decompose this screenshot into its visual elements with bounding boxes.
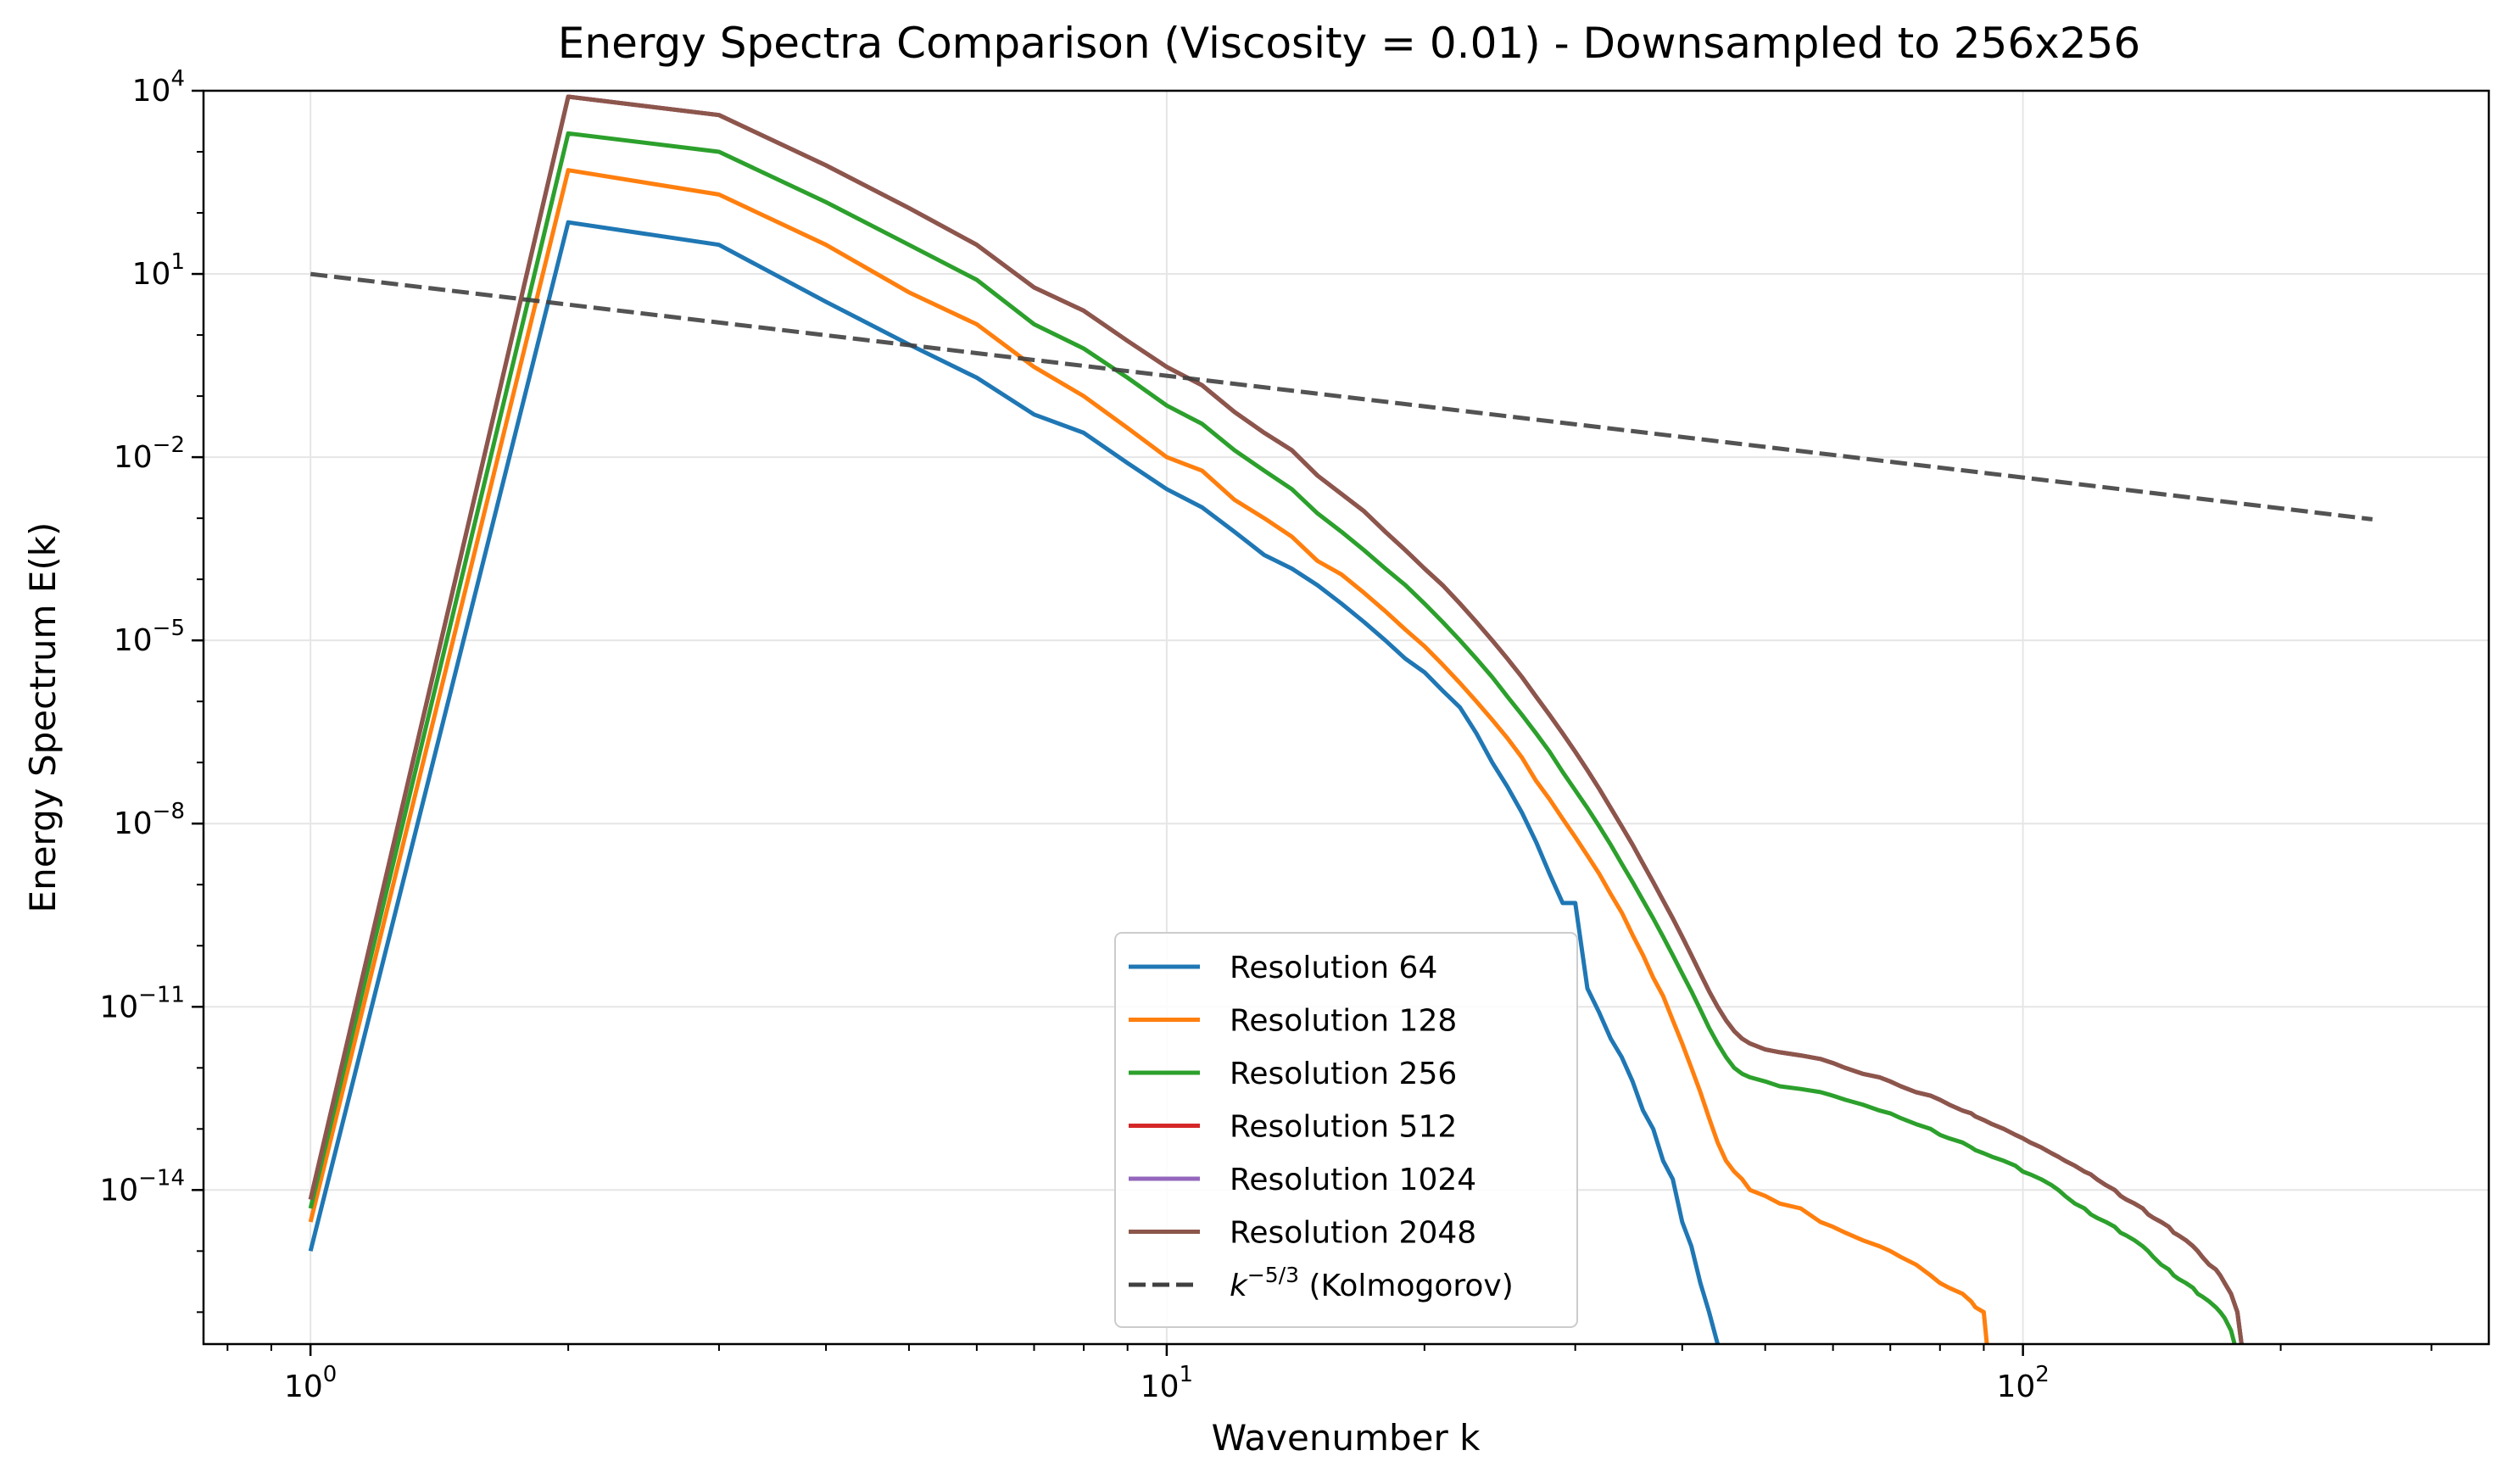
axes-frame — [202, 89, 2490, 1346]
series-line-5 — [308, 94, 2244, 1344]
y-axis-ticks: 10−14 10−11 10−8 10−5 10−2 101 104 — [99, 66, 204, 1314]
x-tick-label: 101 — [1141, 1362, 1193, 1404]
y-axis-label: Energy Spectrum E(k) — [22, 522, 64, 913]
y-tick-label: 10−2 — [114, 432, 185, 475]
series-line-1 — [308, 168, 1989, 1344]
x-tick-label: 102 — [1996, 1362, 2049, 1404]
legend-label: Resolution 512 — [1230, 1110, 1457, 1145]
y-tick-label: 10−14 — [99, 1165, 185, 1208]
y-tick-label: 10−5 — [114, 616, 185, 658]
legend: Resolution 64 Resolution 128 Resolution 25… — [1114, 932, 1578, 1328]
y-tick-label: 101 — [132, 249, 185, 292]
legend-label: Resolution 1024 — [1230, 1163, 1476, 1197]
series-line-2 — [308, 131, 2237, 1344]
legend-label: Resolution 2048 — [1230, 1216, 1476, 1251]
plot-area — [308, 94, 2373, 1344]
y-tick-label: 104 — [132, 66, 185, 109]
series-line-6 — [310, 271, 2373, 522]
chart-title: Energy Spectra Comparison (Viscosity = 0… — [558, 19, 2140, 68]
legend-label: Resolution 128 — [1230, 1004, 1457, 1039]
legend-box — [1114, 932, 1578, 1328]
y-tick-label: 10−11 — [99, 982, 185, 1024]
series-line-0 — [308, 220, 1721, 1344]
x-axis-ticks: 100 101 102 — [226, 1344, 2433, 1404]
legend-label: Resolution 256 — [1230, 1057, 1457, 1091]
x-tick-label: 100 — [284, 1362, 337, 1404]
y-tick-label: 10−8 — [114, 799, 185, 841]
x-axis-label: Wavenumber k — [1212, 1417, 1481, 1459]
legend-label: Resolution 64 — [1230, 951, 1437, 985]
legend-label: k−5/3 (Kolmogorov) — [1230, 1263, 1514, 1303]
